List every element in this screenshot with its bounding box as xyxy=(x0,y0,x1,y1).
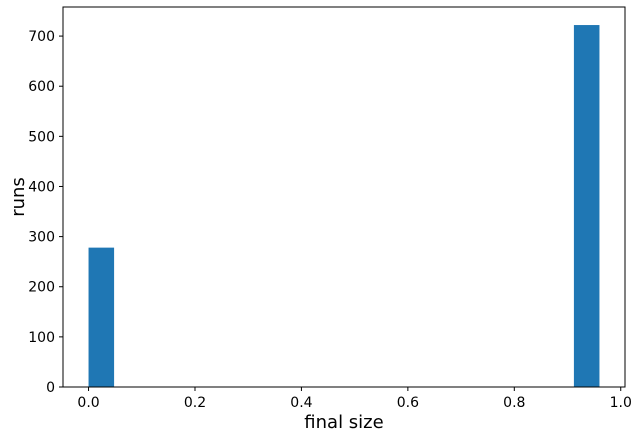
plot-frame xyxy=(62,6,626,388)
y-tick-label: 500 xyxy=(28,129,55,145)
x-tick-label: 0.0 xyxy=(77,395,99,411)
y-tick-label: 0 xyxy=(46,380,55,396)
x-tick-label: 0.8 xyxy=(503,395,525,411)
y-tick-label: 700 xyxy=(28,29,55,45)
histogram-bar-0 xyxy=(88,247,115,387)
y-axis-label: runs xyxy=(8,177,29,217)
x-axis-label: final size xyxy=(304,412,383,433)
y-tick-label: 400 xyxy=(28,179,55,195)
y-tick-label: 600 xyxy=(28,79,55,95)
y-tick-label: 300 xyxy=(28,230,55,246)
plot-background xyxy=(63,7,625,387)
x-tick-label: 0.6 xyxy=(397,395,419,411)
x-tick-label: 0.2 xyxy=(184,395,206,411)
x-axis-ticks: 0.0 0.2 0.4 0.6 0.8 1.0 xyxy=(77,387,632,411)
y-tick-label: 100 xyxy=(28,330,55,346)
bars-group xyxy=(88,25,600,388)
x-tick-label: 1.0 xyxy=(610,395,632,411)
y-axis-ticks: 0 100 200 300 400 500 600 700 xyxy=(28,29,63,396)
x-tick-label: 0.4 xyxy=(290,395,312,411)
histogram-bar-1 xyxy=(573,25,600,388)
y-tick-label: 200 xyxy=(28,280,55,296)
